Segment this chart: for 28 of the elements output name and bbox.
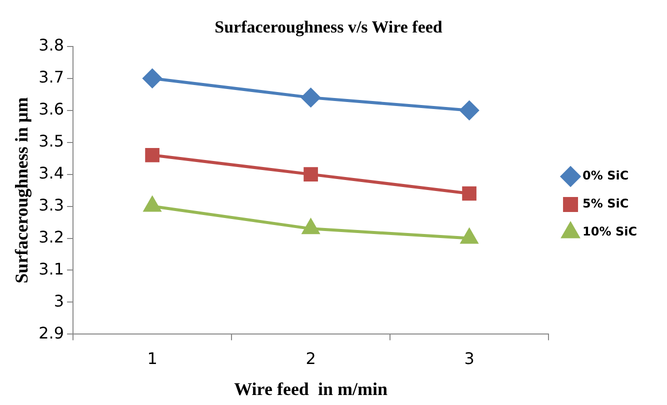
y-tick-label: 3 [54, 291, 64, 310]
y-tick-label: 3.4 [38, 163, 64, 182]
point [301, 88, 320, 108]
y-tick-label: 2.9 [38, 323, 64, 342]
y-tick-label: 3.2 [38, 227, 64, 246]
y-tick-label: 3.6 [38, 100, 64, 119]
legend-label: 10% SiC [582, 224, 638, 239]
point [460, 228, 478, 244]
y-tick-label: 3.8 [38, 36, 64, 55]
point [304, 167, 318, 182]
x-tick-label: 1 [147, 348, 158, 368]
point [460, 100, 479, 120]
y-tick-label: 3.1 [38, 259, 64, 278]
point [145, 148, 160, 162]
x-axis-title: Wire feed in m/min [234, 378, 388, 399]
y-tick-label: 3.7 [38, 68, 64, 87]
y-tick-label: 3.5 [38, 131, 64, 150]
legend-label: 0% SiC [582, 168, 629, 183]
legend-label: 5% SiC [582, 196, 629, 211]
point [142, 68, 162, 88]
point [144, 196, 161, 212]
x-tick-label: 2 [306, 348, 316, 368]
x-tick-label: 3 [464, 348, 474, 368]
y-axis-title: Surfaceroughness in µm [11, 97, 32, 284]
chart-title: Surfaceroughness v/s Wire feed [214, 18, 443, 37]
point [302, 219, 320, 234]
point [462, 186, 476, 201]
y-tick-label: 3.3 [38, 195, 64, 214]
